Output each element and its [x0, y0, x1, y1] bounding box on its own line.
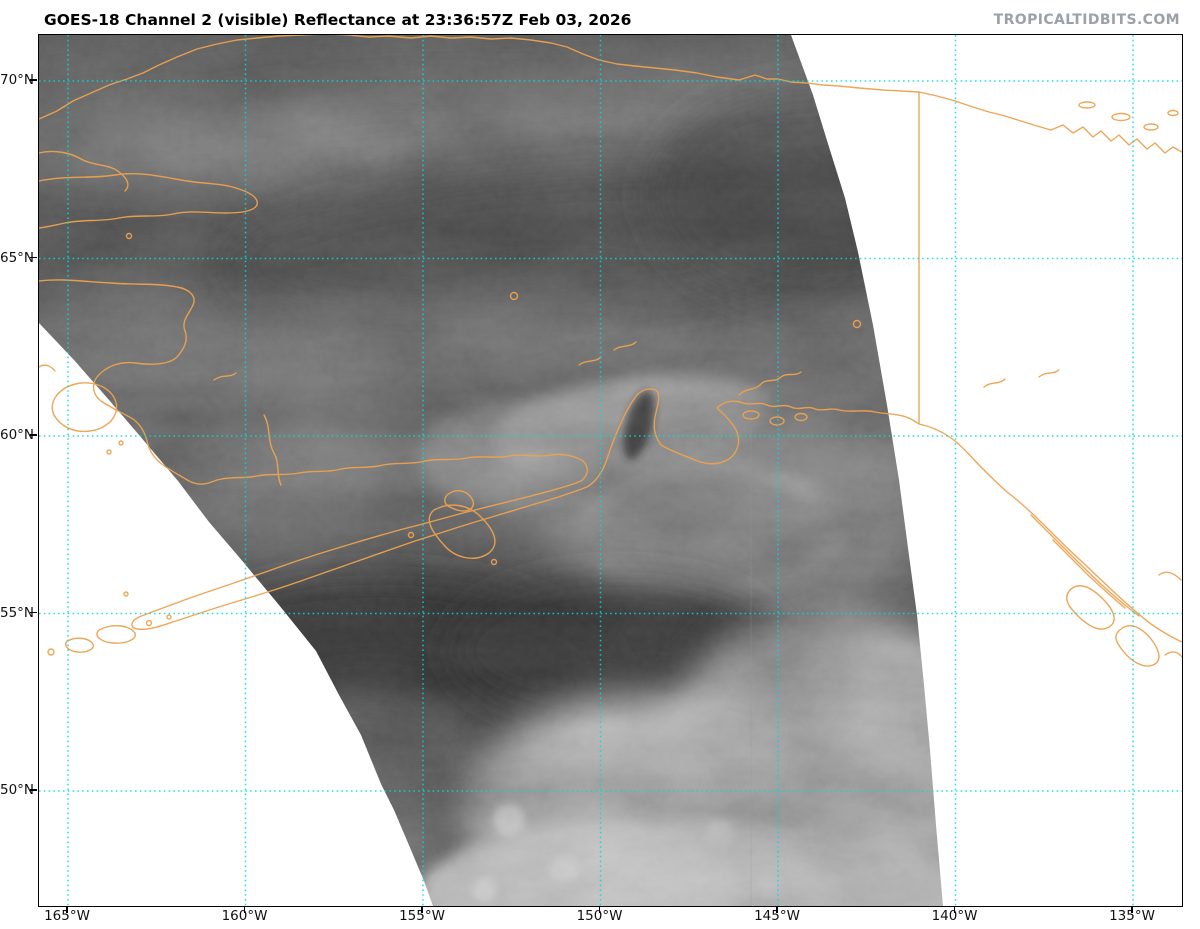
lake-ring — [852, 319, 862, 329]
map-area — [38, 34, 1183, 907]
delta-island — [51, 382, 118, 432]
yukon-lake — [1038, 369, 1060, 378]
arctic-coastline — [39, 35, 1182, 154]
interior-lake — [578, 356, 602, 366]
kodiak-island — [428, 504, 496, 559]
lat-tick — [30, 611, 37, 614]
lon-label-160w: 160°W — [221, 908, 268, 924]
lon-tick — [421, 906, 423, 913]
aleutian-island — [47, 648, 55, 656]
lat-label-70n: 70°N — [0, 72, 35, 88]
watermark: TROPICALTIDBITS.COM — [993, 12, 1180, 28]
lon-tick — [598, 906, 601, 913]
satellite-imagery — [39, 35, 943, 906]
aleutian-island — [65, 637, 94, 653]
interior-lake — [213, 372, 237, 381]
lat-label-55n: 55°N — [0, 604, 35, 621]
small-island — [118, 440, 124, 446]
lat-label-50n: 50°N — [0, 782, 35, 798]
lon-tick — [243, 906, 246, 913]
interior-lake — [613, 341, 637, 351]
lon-label-165w: 165°W — [44, 908, 90, 924]
lon-tick — [1131, 906, 1133, 913]
arctic-island — [1167, 109, 1179, 117]
seward-peninsula — [39, 172, 258, 229]
lon-label-150w: 150°W — [576, 908, 623, 924]
coast-fragment — [39, 364, 56, 372]
panhandle-island — [1066, 585, 1115, 630]
afognak-island — [444, 490, 474, 512]
lon-label-155w: 155°W — [399, 908, 445, 924]
lon-label-140w: 140°W — [931, 908, 978, 924]
small-island — [407, 531, 415, 539]
coast-fragment — [1158, 571, 1182, 581]
lon-label-145w: 145°W — [754, 908, 800, 924]
pws-island — [742, 410, 760, 420]
page-title: GOES-18 Channel 2 (visible) Reflectance … — [44, 11, 632, 29]
latlon-grid — [39, 35, 1182, 906]
lat-tick — [30, 79, 37, 81]
aleutian-island — [145, 619, 153, 627]
lon-tick — [66, 906, 68, 913]
lon-label-135w: 135°W — [1109, 908, 1155, 924]
lat-label-65n: 65°N — [0, 249, 35, 266]
lat-tick — [30, 256, 37, 259]
panhandle-chain — [1052, 539, 1126, 609]
lon-tick — [776, 906, 778, 913]
lat-tick — [30, 434, 37, 436]
small-island — [106, 449, 112, 455]
arctic-island — [1111, 112, 1131, 122]
kotzebue-sound — [39, 150, 129, 192]
lat-label-60n: 60°N — [0, 427, 35, 443]
panhandle-island — [1115, 625, 1160, 667]
arctic-island — [1143, 123, 1159, 131]
coastlines-overlay — [39, 35, 1182, 667]
arctic-island — [1078, 101, 1096, 109]
aleutian-island — [166, 614, 172, 620]
small-island — [125, 232, 133, 240]
small-island — [490, 558, 498, 566]
kuskokwim-river — [263, 414, 282, 486]
lake-ring — [509, 291, 519, 301]
aleutian-island — [96, 625, 136, 644]
small-island — [123, 591, 129, 597]
panhandle-chain — [1030, 514, 1140, 617]
lon-tick — [953, 906, 956, 913]
pws-island — [769, 416, 785, 426]
yukon-lake — [983, 378, 1006, 388]
lat-tick — [30, 789, 37, 791]
alaska-main-coastline — [39, 279, 1182, 643]
coast-fragment — [1164, 651, 1182, 658]
pws-island — [794, 412, 808, 422]
prince-william-sound — [738, 371, 802, 396]
